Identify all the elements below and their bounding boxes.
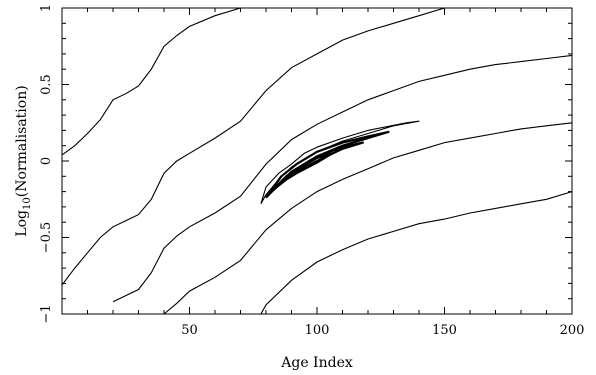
y-axis-label-subscript: 10 (22, 197, 33, 210)
outer-contours (61, 7, 573, 315)
x-axis-label: Age Index (280, 355, 353, 371)
outer-contour-line (61, 7, 445, 286)
y-axis-label-prefix: Log (14, 210, 30, 237)
y-tick-label: 0.5 (39, 74, 54, 95)
inner-contours (260, 120, 420, 205)
inner-contour-line (267, 141, 364, 196)
y-tick-label: 0 (39, 157, 54, 165)
y-tick-label: −1 (39, 304, 54, 323)
x-tick-label: 150 (432, 323, 457, 338)
y-tick-labels: −1 −0.5 0 0.5 1 (39, 4, 54, 324)
x-tick-label: 50 (181, 323, 198, 338)
x-tick-label: 100 (305, 323, 330, 338)
inner-contour-line (270, 152, 334, 193)
inner-contour-line (265, 130, 390, 199)
axis-ticks (61, 7, 573, 315)
inner-contour-line (260, 120, 420, 205)
y-tick-label: 1 (39, 4, 54, 12)
y-axis-label: Log10(Normalisation) (14, 85, 33, 236)
x-tick-label: 200 (560, 323, 585, 338)
y-tick-label: −0.5 (39, 222, 54, 254)
y-axis-label-suffix: (Normalisation) (14, 85, 30, 197)
outer-contour-line (61, 7, 241, 156)
x-tick-labels: 50 100 150 200 (181, 323, 584, 338)
outer-contour-line (163, 122, 573, 315)
outer-contour-line (260, 191, 573, 315)
outer-contour-line (112, 54, 573, 303)
